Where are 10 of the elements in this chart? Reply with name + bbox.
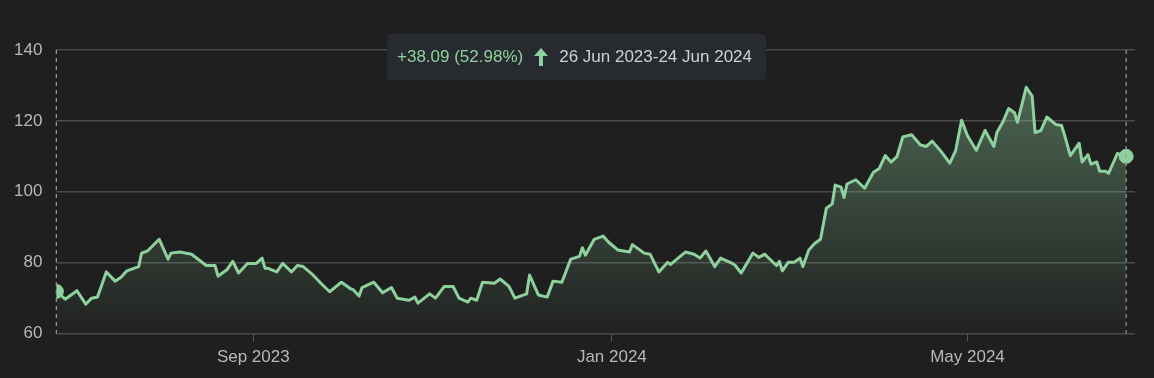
x-tick-label: May 2024 — [930, 347, 1005, 367]
x-tick-label: Jan 2024 — [576, 347, 647, 367]
y-tick-label: 60 — [23, 323, 43, 343]
y-tick-label: 120 — [13, 110, 43, 130]
annotation: +38.09 (52.98%) — [397, 47, 524, 67]
y-tick-label: 80 — [23, 252, 43, 272]
annotation: 26 Jun 2023-24 Jun 2024 — [559, 47, 752, 67]
x-tick-label: Sep 2023 — [216, 347, 290, 367]
y-tick-label: 140 — [13, 39, 43, 59]
y-tick-label: 100 — [13, 181, 43, 201]
